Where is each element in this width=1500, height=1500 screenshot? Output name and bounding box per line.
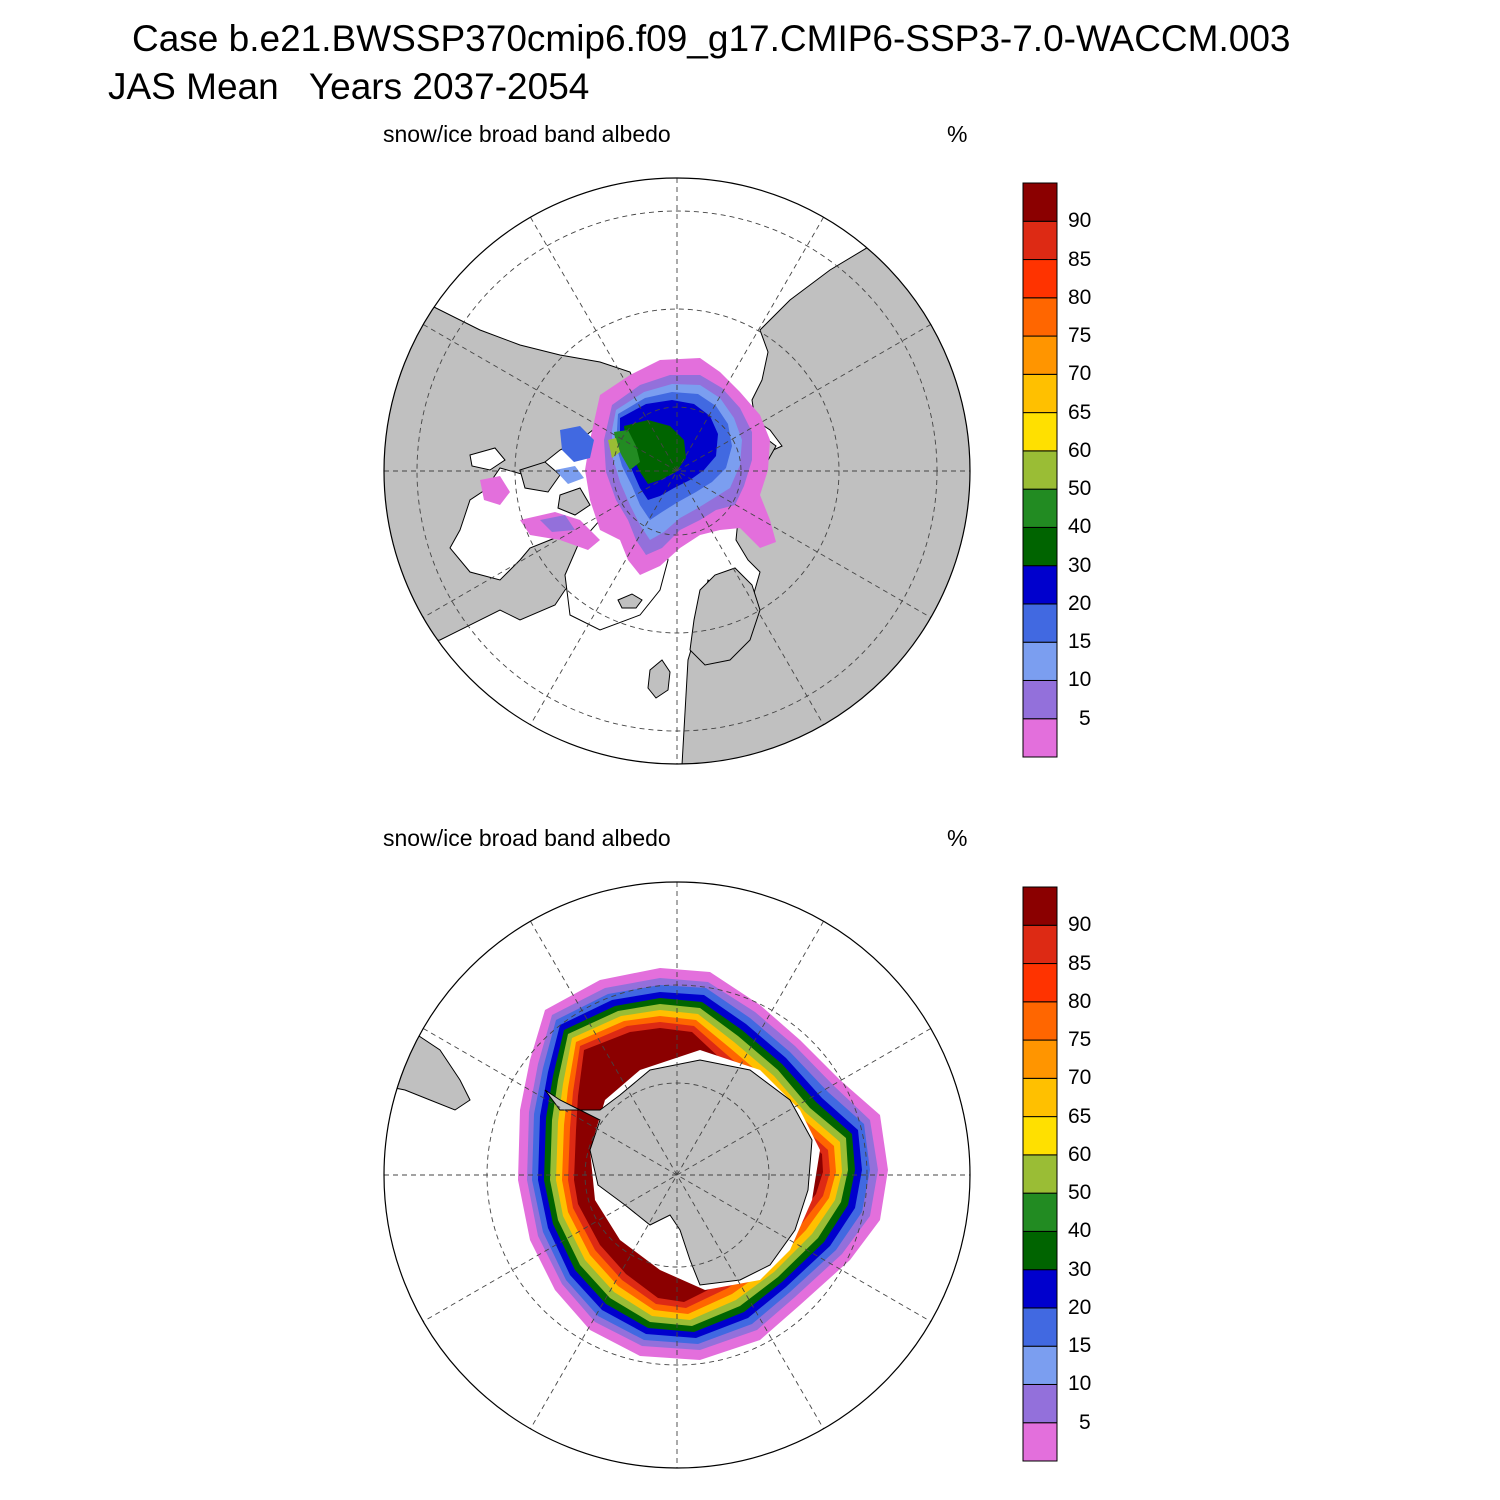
south-colorbar-box (1022, 1001, 1058, 1041)
north-colorbar-label: 5 (1079, 706, 1091, 730)
south-colorbar-box (1022, 924, 1058, 965)
north-panel-units: % (947, 121, 968, 147)
south-colorbar-label: 70 (1068, 1066, 1092, 1090)
south-graticule (384, 882, 970, 1468)
south-colorbar-label: 80 (1068, 989, 1092, 1013)
south-colorbar-label: 85 (1068, 951, 1092, 975)
south-colorbar-box (1022, 1307, 1058, 1347)
north-colorbar-box (1022, 220, 1058, 261)
north-land-archipelago-1 (519, 461, 561, 493)
north-colorbar-box (1022, 182, 1058, 222)
figure-title-period: JAS Mean Years 2037-2054 (108, 66, 590, 107)
north-panel-label: snow/ice broad band albedo (383, 121, 671, 147)
north-colorbar-box (1022, 335, 1058, 375)
north-colorbar-label: 20 (1068, 591, 1092, 615)
north-colorbar-label: 40 (1068, 515, 1092, 539)
north-land-europe (689, 567, 761, 666)
north-colorbar-label: 15 (1068, 630, 1092, 654)
south-colorbar-label: 5 (1079, 1410, 1091, 1434)
south-colorbar-box (1022, 1192, 1058, 1232)
north-colorbar-box (1022, 679, 1058, 720)
south-colorbar-box (1022, 1077, 1058, 1118)
north-colorbar-box (1022, 450, 1058, 490)
north-colorbar-box (1022, 297, 1058, 337)
south-panel-units: % (947, 825, 968, 851)
south-panel-label: snow/ice broad band albedo (383, 825, 671, 851)
north-colorbar-label: 80 (1068, 285, 1092, 309)
south-colorbar-label: 60 (1068, 1142, 1092, 1166)
south-colorbar-box (1022, 1269, 1058, 1309)
north-colorbar-label: 90 (1068, 209, 1092, 233)
north-land-iceland (617, 593, 643, 609)
north-polar-map (383, 177, 971, 765)
south-colorbar-box (1022, 1154, 1058, 1194)
north-colorbar-label: 30 (1068, 553, 1092, 577)
north-colorbar-box (1022, 718, 1058, 758)
north-colorbar-box (1022, 603, 1058, 643)
north-graticule (384, 178, 970, 764)
south-colorbar-box (1022, 1422, 1058, 1462)
north-land-hudson-bay (469, 447, 506, 471)
north-colorbar-box (1022, 412, 1058, 452)
north-colorbar-label: 85 (1068, 247, 1092, 271)
north-colorbar-box (1022, 488, 1058, 528)
south-colorbar-label: 65 (1068, 1104, 1092, 1128)
north-colorbar-box (1022, 641, 1058, 681)
south-colorbar-box (1022, 1230, 1058, 1271)
south-colorbar-label: 90 (1068, 913, 1092, 937)
south-polar-map (383, 881, 971, 1469)
south-colorbar-label: 15 (1068, 1334, 1092, 1358)
north-colorbar-label: 50 (1068, 477, 1092, 501)
south-colorbar-label: 10 (1068, 1372, 1092, 1396)
north-colorbar-box (1022, 565, 1058, 605)
south-colorbar-box (1022, 1039, 1058, 1079)
south-colorbar-label: 50 (1068, 1181, 1092, 1205)
figure-title-case: Case b.e21.BWSSP370cmip6.f09_g17.CMIP6-S… (132, 18, 1291, 59)
north-colorbar-label: 60 (1068, 438, 1092, 462)
north-land-britain (647, 659, 671, 699)
north-colorbar-label: 70 (1068, 362, 1092, 386)
north-colorbar-label: 75 (1068, 324, 1092, 348)
south-colorbar-label: 30 (1068, 1257, 1092, 1281)
south-colorbar-box (1022, 1116, 1058, 1156)
north-colorbar-label: 10 (1068, 668, 1092, 692)
north-colorbar-label: 65 (1068, 400, 1092, 424)
south-colorbar-label: 20 (1068, 1295, 1092, 1319)
north-colorbar-box (1022, 373, 1058, 414)
south-colorbar-box (1022, 1345, 1058, 1385)
north-land-archipelago-2 (557, 487, 591, 516)
north-colorbar (1022, 182, 1058, 758)
south-colorbar-box (1022, 963, 1058, 1003)
south-colorbar-label: 40 (1068, 1219, 1092, 1243)
north-colorbar-box (1022, 526, 1058, 567)
south-colorbar-label: 75 (1068, 1028, 1092, 1052)
south-colorbar-box (1022, 1383, 1058, 1424)
south-colorbar-box (1022, 886, 1058, 926)
south-colorbar (1022, 886, 1058, 1462)
north-colorbar-box (1022, 259, 1058, 299)
